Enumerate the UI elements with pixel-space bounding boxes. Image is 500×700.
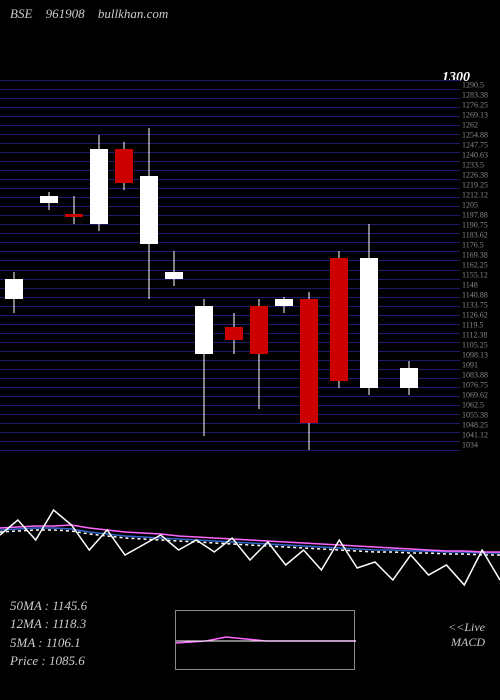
macd-inset xyxy=(175,610,355,670)
chart-header: BSE 961908 bullkhan.com xyxy=(0,0,500,30)
price-label: Price : xyxy=(10,653,46,668)
ticker-label: 961908 xyxy=(46,6,85,21)
ma50-label: 50MA : xyxy=(10,598,49,613)
candle-container xyxy=(0,80,460,450)
candlestick-chart[interactable]: 1290.51283.381276.251269.1312621254.8812… xyxy=(0,80,500,450)
live-line2: MACD xyxy=(448,635,485,650)
ma50-value: 1145.6 xyxy=(52,598,87,613)
site-label: bullkhan.com xyxy=(98,6,168,21)
live-line1: <<Live xyxy=(448,620,485,635)
ma12-value: 1118.3 xyxy=(52,616,86,631)
live-macd-label: <<Live MACD xyxy=(448,620,485,650)
ma5-row: 5MA : 1106.1 xyxy=(10,634,87,652)
exchange-label: BSE xyxy=(10,6,32,21)
ma5-label: 5MA : xyxy=(10,635,43,650)
ma50-row: 50MA : 1145.6 xyxy=(10,597,87,615)
inset-svg xyxy=(176,611,356,671)
ma5-value: 1106.1 xyxy=(46,635,81,650)
ma12-row: 12MA : 1118.3 xyxy=(10,615,87,633)
price-value: 1085.6 xyxy=(49,653,85,668)
macd-chart[interactable] xyxy=(0,480,500,610)
macd-lines xyxy=(0,480,500,610)
info-panel: 50MA : 1145.6 12MA : 1118.3 5MA : 1106.1… xyxy=(10,597,87,670)
ma12-label: 12MA : xyxy=(10,616,49,631)
price-row: Price : 1085.6 xyxy=(10,652,87,670)
